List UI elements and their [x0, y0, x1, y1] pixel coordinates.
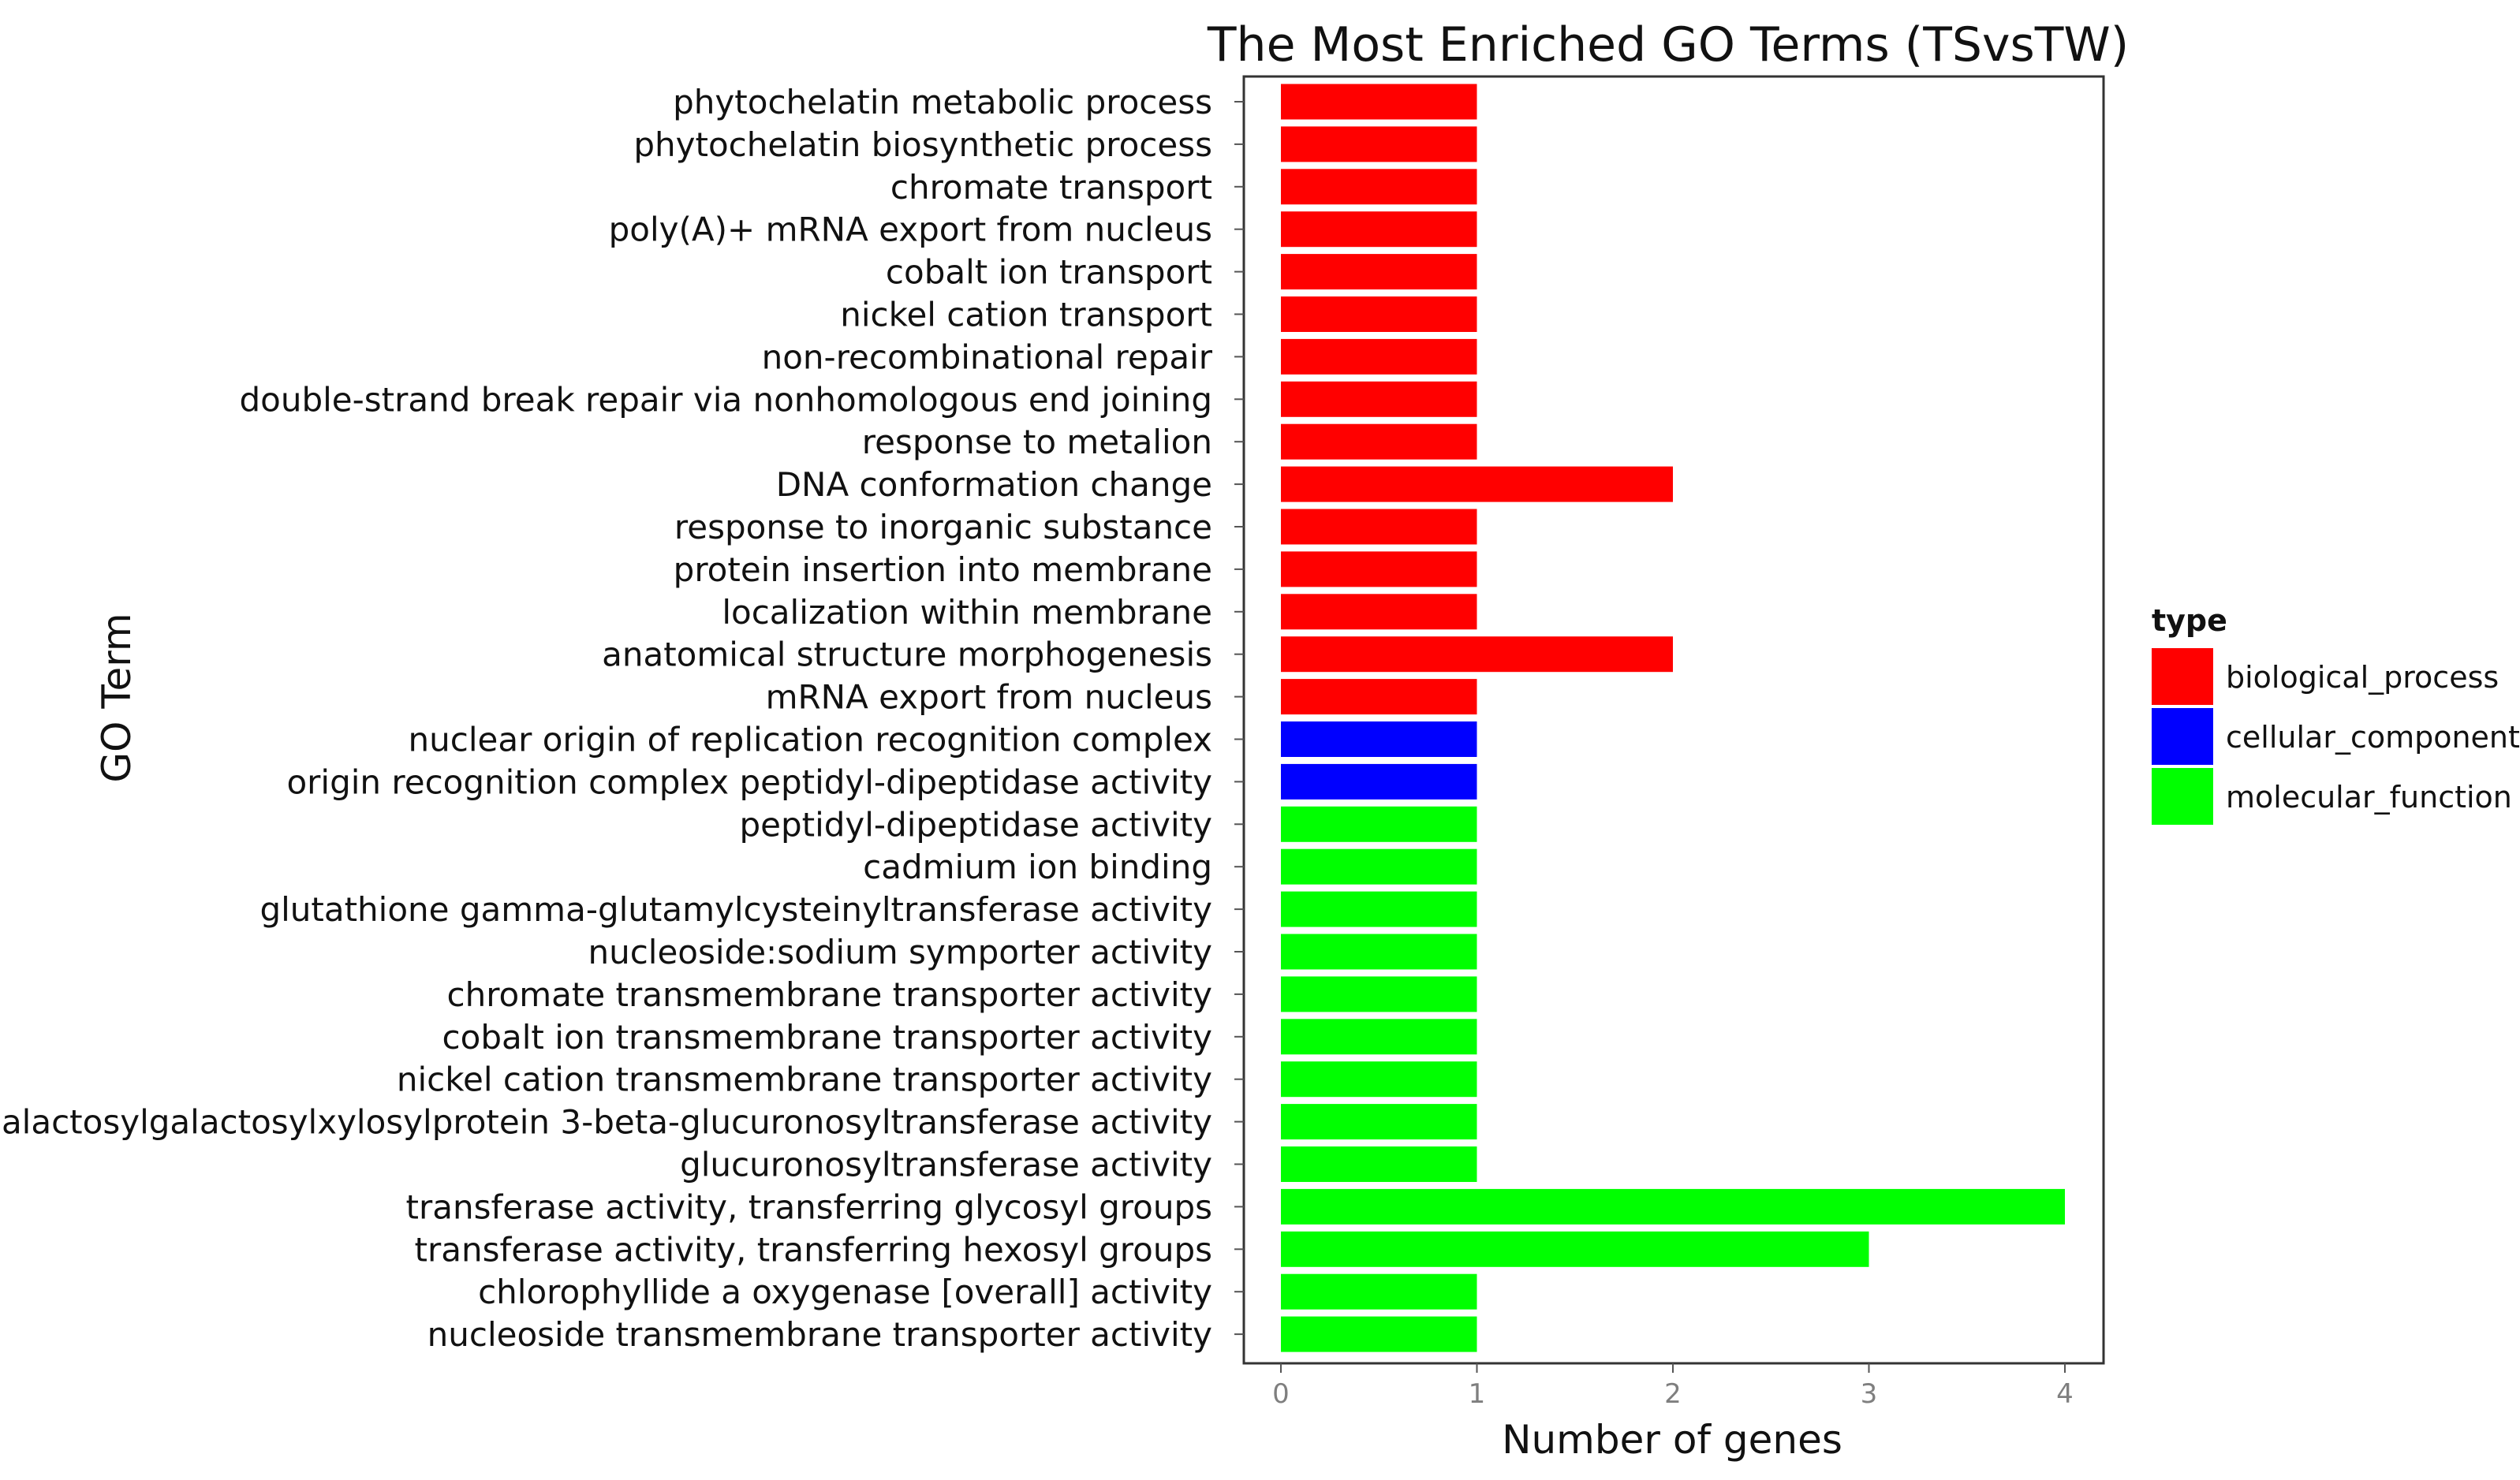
y-tick-label: transferase activity, transferring hexos…: [415, 1230, 1213, 1269]
legend-label: molecular_function: [2226, 780, 2512, 815]
y-tick-label: nucleoside transmembrane transporter act…: [427, 1315, 1212, 1354]
bar: [1281, 594, 1477, 630]
y-tick-label: nuclear origin of replication recognitio…: [409, 721, 1212, 759]
y-tick-label: localization within membrane: [722, 593, 1212, 632]
bar: [1281, 891, 1477, 927]
x-axis-title: Number of genes: [1502, 1417, 1842, 1463]
y-tick-label: glucuronosyltransferase activity: [680, 1146, 1212, 1184]
y-tick-label: response to metalion: [862, 423, 1212, 461]
y-tick-label: nucleoside:sodium symporter activity: [588, 933, 1212, 971]
y-tick-label: nickel cation transport: [840, 296, 1212, 334]
bar: [1281, 551, 1477, 587]
bar: [1281, 509, 1477, 545]
legend-key: [2152, 768, 2213, 825]
bar: [1281, 976, 1477, 1012]
legend-key: [2152, 648, 2213, 705]
legend-title: type: [2152, 603, 2227, 638]
x-tick-label: 4: [2056, 1378, 2074, 1410]
bar: [1281, 296, 1477, 332]
y-tick-label: poly(A)+ mRNA export from nucleus: [609, 211, 1212, 249]
bar: [1281, 423, 1477, 460]
x-axis: 0 1 2 3 4: [1272, 1363, 2074, 1410]
bar: [1281, 211, 1477, 248]
bar: [1281, 381, 1477, 417]
x-tick-label: 2: [1664, 1378, 1682, 1410]
y-tick-label: non-recombinational repair: [762, 337, 1213, 376]
bar: [1281, 126, 1477, 162]
y-tick-label: nickel cation transmembrane transporter …: [397, 1061, 1212, 1099]
y-tick-label: transferase activity, transferring glyco…: [406, 1187, 1212, 1226]
bar: [1281, 679, 1477, 715]
bar: [1281, 466, 1673, 502]
bar: [1281, 934, 1477, 970]
bar: [1281, 848, 1477, 885]
bar: [1281, 1061, 1477, 1098]
y-tick-label: cobalt ion transport: [886, 253, 1212, 292]
y-tick-label: cadmium ion binding: [863, 848, 1212, 886]
x-tick-label: 1: [1469, 1378, 1486, 1410]
bar: [1281, 1019, 1477, 1055]
y-axis: phytochelatin metabolic process phytochel…: [0, 83, 1244, 1354]
y-tick-label: anatomical structure morphogenesis: [602, 636, 1212, 674]
bar: [1281, 338, 1477, 375]
x-tick-label: 0: [1272, 1378, 1290, 1410]
bar: [1281, 169, 1477, 205]
bar: [1281, 763, 1477, 800]
y-axis-title: GO Term: [94, 613, 140, 782]
y-tick-label: peptidyl-dipeptidase activity: [739, 805, 1212, 844]
y-tick-label: origin recognition complex peptidyl-dipe…: [286, 762, 1212, 801]
y-tick-label: response to inorganic substance: [674, 508, 1212, 546]
bar: [1281, 1273, 1477, 1310]
legend: type biological_process cellular_componen…: [2152, 603, 2520, 825]
y-tick-label: galactosylgalactosylxylosylprotein 3-bet…: [0, 1103, 1212, 1142]
chart-title: The Most Enriched GO Terms (TSvsTW): [1207, 17, 2129, 73]
y-tick-label: mRNA export from nucleus: [766, 678, 1212, 717]
bar: [1281, 1316, 1477, 1352]
bar: [1281, 636, 1673, 673]
y-tick-label: double-strand break repair via nonhomolo…: [239, 380, 1212, 419]
bar: [1281, 1146, 1477, 1182]
y-tick-label: glutathione gamma-glutamylcysteinyltrans…: [259, 890, 1212, 929]
bar: [1281, 84, 1477, 120]
legend-label: cellular_component: [2226, 720, 2520, 755]
legend-key: [2152, 708, 2213, 765]
y-tick-label: chromate transport: [890, 168, 1212, 207]
y-tick-label: phytochelatin metabolic process: [673, 83, 1212, 121]
legend-label: biological_process: [2226, 660, 2499, 695]
y-tick-label: chromate transmembrane transporter activ…: [446, 975, 1212, 1014]
y-tick-label: chlorophyllide a oxygenase [overall] act…: [478, 1273, 1212, 1311]
y-tick-label: DNA conformation change: [776, 465, 1212, 504]
x-tick-label: 3: [1861, 1378, 1878, 1410]
bar: [1281, 254, 1477, 290]
y-tick-label: protein insertion into membrane: [674, 550, 1212, 589]
bar: [1281, 806, 1477, 842]
y-tick-label: cobalt ion transmembrane transporter act…: [442, 1018, 1212, 1057]
bar: [1281, 1188, 2065, 1225]
bars-group: [1281, 84, 2065, 1352]
y-tick-label: phytochelatin biosynthetic process: [633, 125, 1212, 164]
bar: [1281, 1231, 1869, 1267]
bar: [1281, 1104, 1477, 1140]
bar: [1281, 721, 1477, 757]
